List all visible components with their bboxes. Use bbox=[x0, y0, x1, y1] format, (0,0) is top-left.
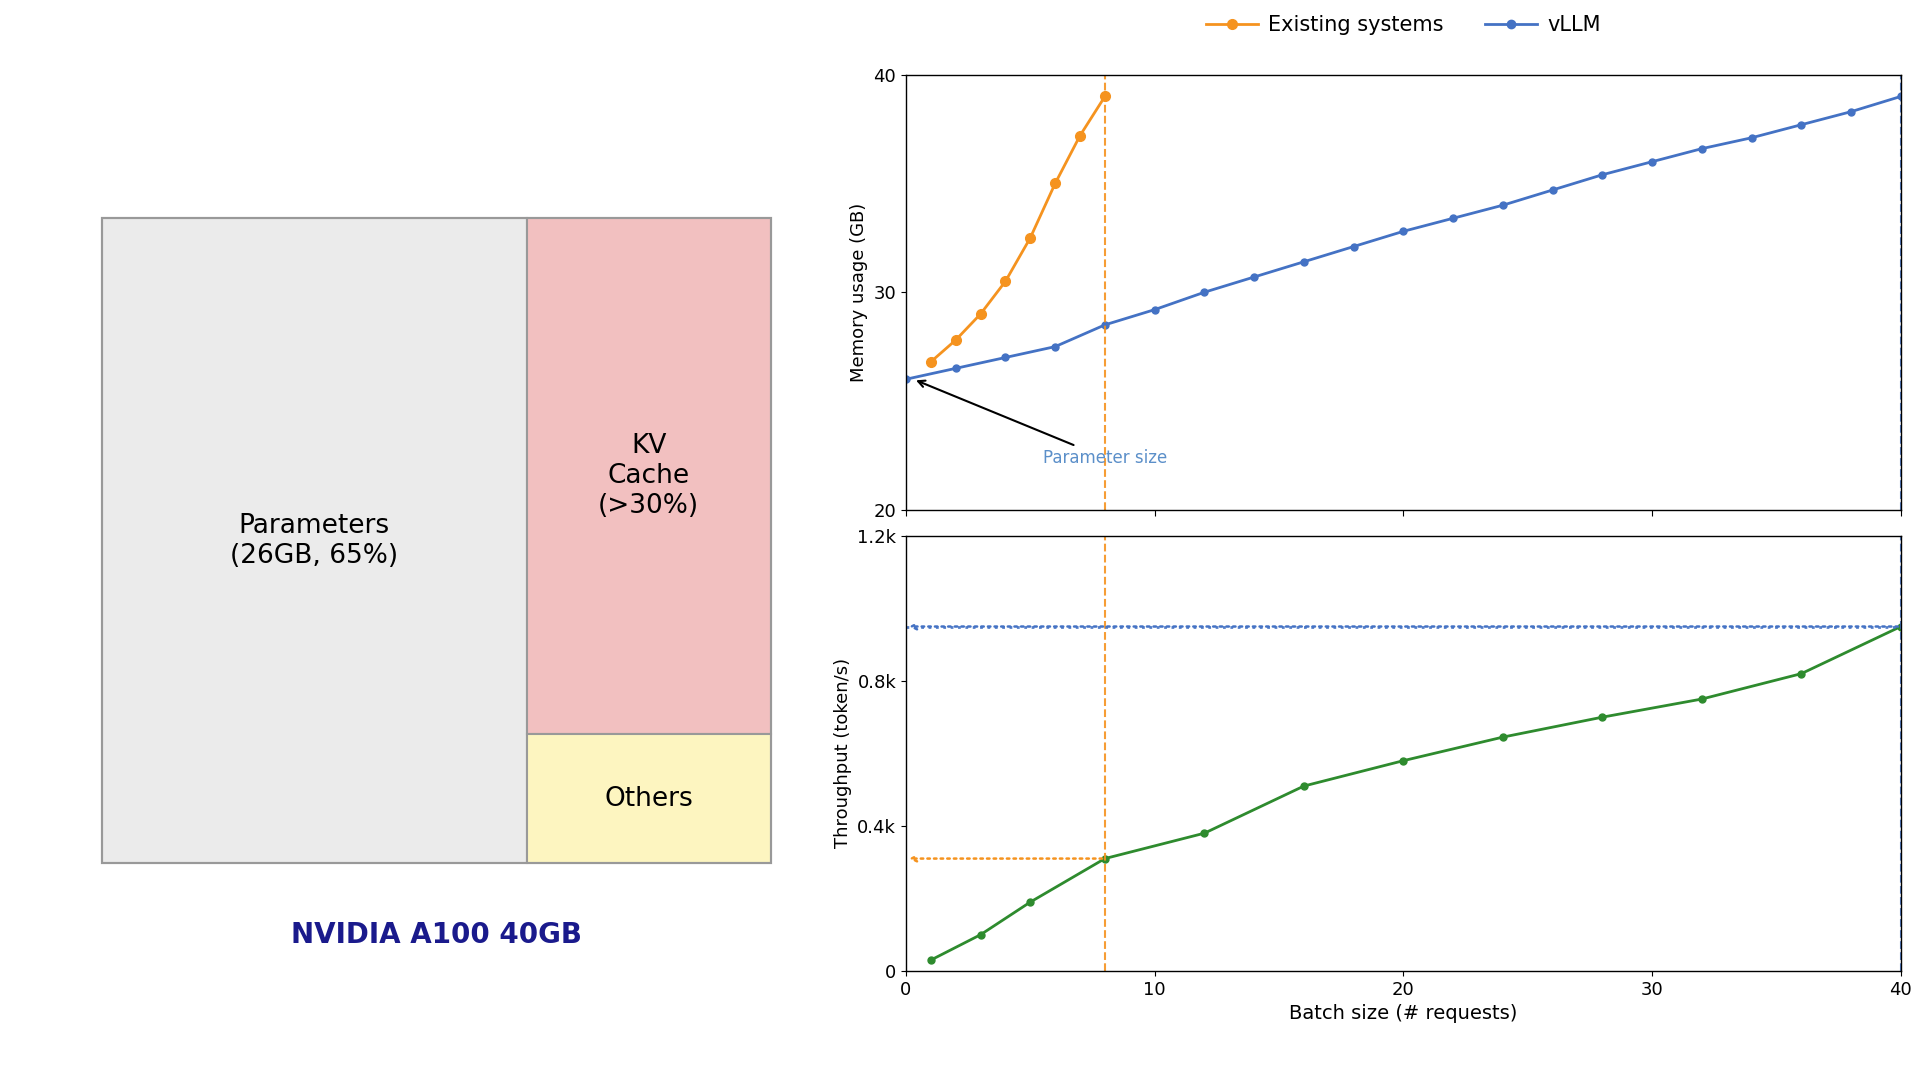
Existing systems bbox=[1020, 232, 1043, 244]
Bar bbox=[526, 218, 770, 734]
X-axis label: Batch size (# requests): Batch size (# requests) bbox=[1288, 1004, 1517, 1023]
Line: Existing systems: Existing systems bbox=[925, 92, 1110, 367]
vLLM bbox=[995, 351, 1018, 364]
Existing systems bbox=[970, 307, 993, 320]
Y-axis label: Memory usage (GB): Memory usage (GB) bbox=[851, 203, 868, 382]
Existing systems bbox=[1092, 90, 1116, 102]
Bar bbox=[526, 734, 770, 863]
vLLM bbox=[1889, 90, 1912, 102]
Legend: Existing systems, vLLM: Existing systems, vLLM bbox=[1198, 6, 1609, 44]
vLLM bbox=[1242, 271, 1265, 284]
Text: Parameters
(26GB, 65%): Parameters (26GB, 65%) bbox=[230, 513, 399, 569]
vLLM bbox=[1592, 169, 1615, 181]
vLLM bbox=[1092, 318, 1116, 331]
Y-axis label: Throughput (token/s): Throughput (token/s) bbox=[833, 658, 852, 848]
vLLM bbox=[1789, 118, 1812, 131]
Existing systems bbox=[1069, 129, 1092, 142]
Existing systems bbox=[945, 334, 968, 347]
vLLM bbox=[1044, 340, 1068, 353]
vLLM bbox=[945, 362, 968, 375]
vLLM bbox=[895, 372, 918, 385]
vLLM bbox=[1542, 184, 1565, 196]
Text: NVIDIA A100 40GB: NVIDIA A100 40GB bbox=[290, 921, 582, 949]
vLLM bbox=[1292, 255, 1315, 268]
Existing systems bbox=[1044, 177, 1068, 190]
vLLM bbox=[1839, 106, 1862, 118]
vLLM bbox=[1392, 225, 1415, 238]
Text: Others: Others bbox=[605, 786, 693, 812]
Existing systems bbox=[920, 355, 943, 368]
vLLM bbox=[1492, 198, 1515, 211]
Line: vLLM: vLLM bbox=[902, 93, 1905, 383]
vLLM bbox=[1740, 131, 1763, 144]
Existing systems bbox=[995, 275, 1018, 288]
Bar bbox=[102, 218, 770, 863]
vLLM bbox=[1342, 240, 1365, 253]
Text: Parameter size: Parameter size bbox=[918, 381, 1167, 467]
vLLM bbox=[1690, 142, 1713, 155]
vLLM bbox=[1142, 303, 1165, 316]
vLLM bbox=[1442, 212, 1465, 225]
vLLM bbox=[1640, 156, 1663, 169]
Bar bbox=[102, 218, 526, 863]
vLLM bbox=[1192, 286, 1215, 299]
Text: KV
Cache
(>30%): KV Cache (>30%) bbox=[597, 433, 699, 520]
